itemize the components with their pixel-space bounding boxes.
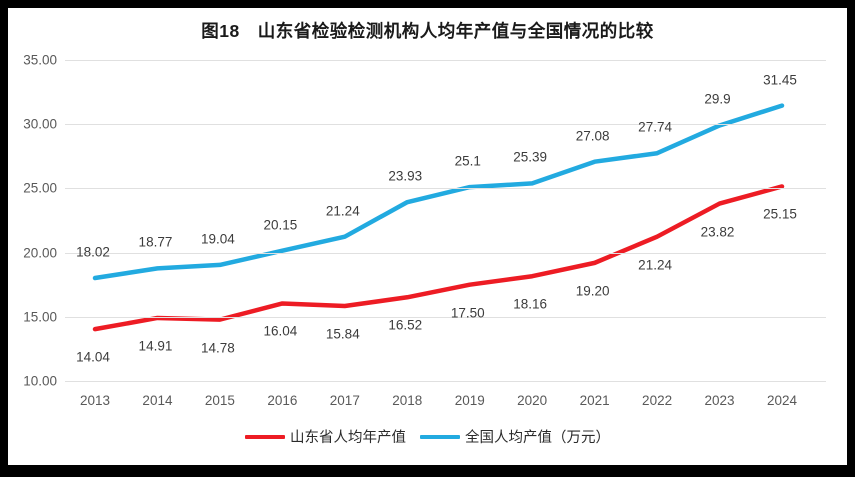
chart-title: 图18 山东省检验检测机构人均年产值与全国情况的比较 <box>201 21 654 41</box>
y-axis-tick-label: 10.00 <box>23 373 57 389</box>
plot-area: 14.04 14.91 14.78 16.04 15.84 16.52 17.50 18.16… <box>65 60 826 382</box>
legend-label: 全国人均产值（万元） <box>465 430 610 446</box>
gridline <box>65 188 826 190</box>
gridline <box>65 252 826 254</box>
x-axis-tick-label: 2021 <box>579 393 610 408</box>
x-axis-tick-label: 2015 <box>204 393 235 408</box>
gridline <box>65 124 826 126</box>
y-axis-tick-label: 30.00 <box>23 116 57 132</box>
gridline <box>65 60 826 61</box>
x-axis-tick-label: 2022 <box>642 393 673 408</box>
x-axis-tick-label: 2014 <box>142 393 173 408</box>
y-axis-tick-label: 35.00 <box>23 52 57 68</box>
legend-item[interactable]: 全国人均产值（万元） <box>420 426 610 447</box>
series-line <box>92 103 785 281</box>
legend-item[interactable]: 山东省人均年产值 <box>245 426 406 447</box>
x-axis-tick-label: 2019 <box>454 393 485 408</box>
x-axis-tick-label: 2024 <box>766 393 798 408</box>
x-axis-tick-label: 2017 <box>329 393 360 408</box>
x-axis-tick-label: 2023 <box>704 393 735 408</box>
y-axis-tick-label: 15.00 <box>23 309 57 325</box>
series-line <box>92 184 785 332</box>
x-axis-tick-label: 2013 <box>79 393 111 408</box>
y-axis-tick-label: 20.00 <box>23 245 57 261</box>
gridline <box>65 381 826 382</box>
legend-color-swatch <box>420 434 460 439</box>
y-axis: 10.00 15.00 20.00 25.00 30.00 35.00 <box>8 53 65 389</box>
x-axis: 2013 2014 2015 2016 2017 2018 2019 2020 2021 2022… <box>65 389 826 413</box>
legend-label: 山东省人均年产值 <box>290 430 406 446</box>
legend-color-swatch <box>245 434 285 439</box>
x-axis-tick-label: 2020 <box>517 393 548 408</box>
y-axis-tick-label: 25.00 <box>23 180 57 196</box>
x-axis-tick-label: 2018 <box>392 393 423 408</box>
x-axis-tick-label: 2016 <box>267 393 298 408</box>
figure-container: 图18 山东省检验检测机构人均年产值与全国情况的比较 10.00 15.00 20.… <box>8 8 847 465</box>
chart-legend: 山东省人均年产值 全国人均产值（万元） <box>8 426 847 447</box>
series-lines <box>92 103 785 332</box>
gridline <box>65 316 826 318</box>
